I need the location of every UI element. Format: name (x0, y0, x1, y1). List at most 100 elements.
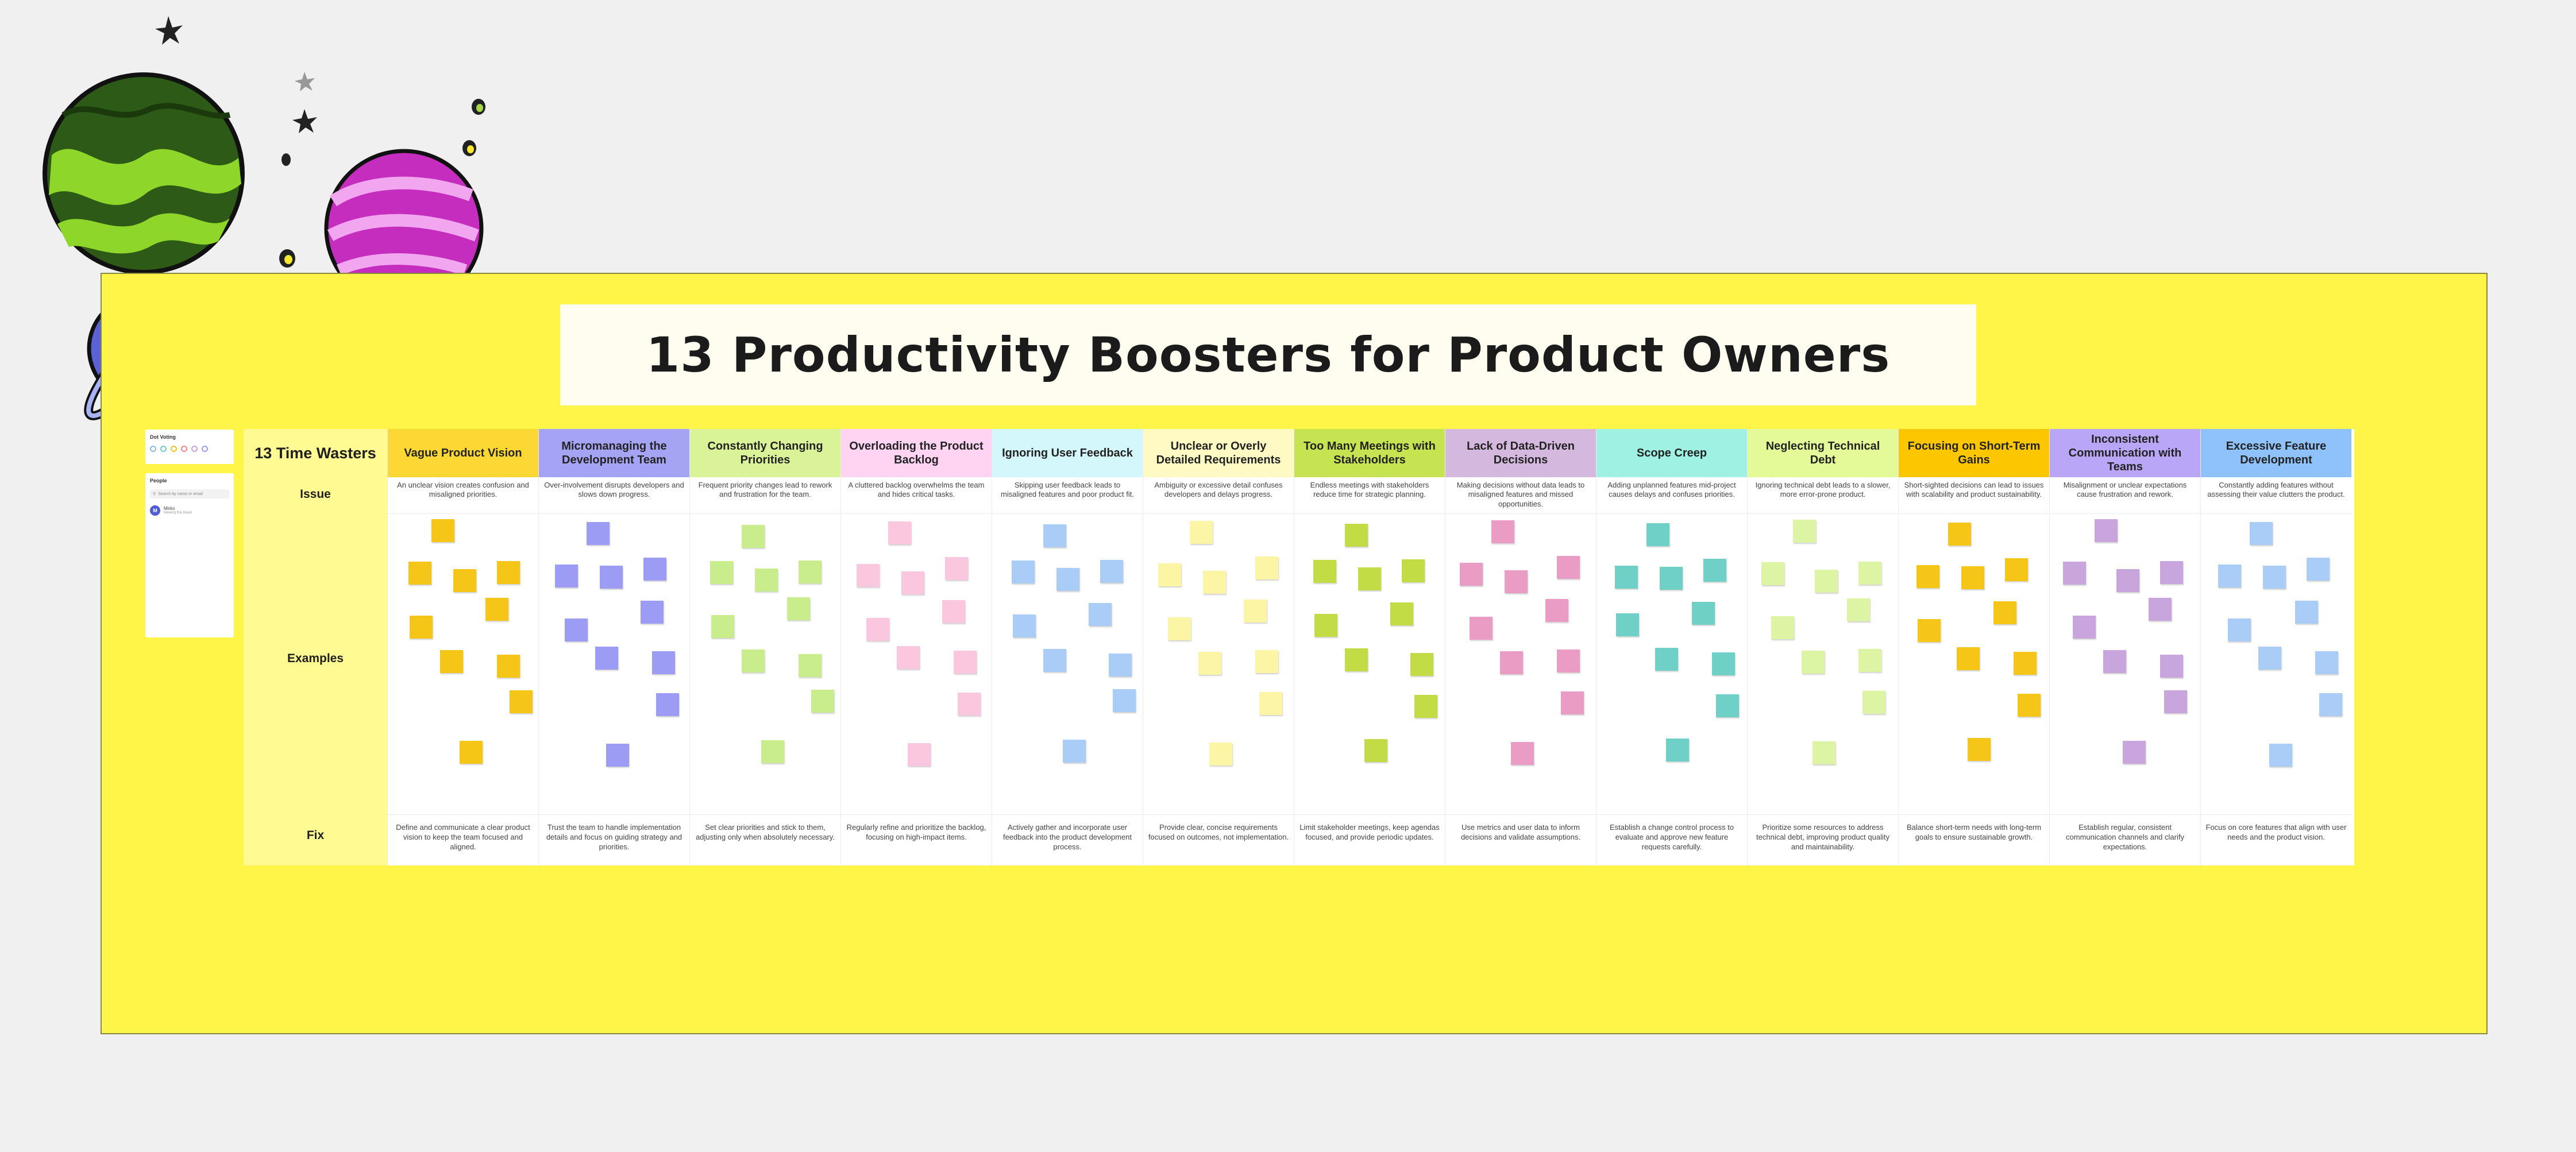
sticky-note[interactable] (888, 521, 911, 544)
sticky-note[interactable] (2258, 647, 2281, 670)
sticky-note[interactable] (742, 650, 765, 672)
column-header[interactable]: Ignoring User Feedback (992, 429, 1143, 477)
column-header[interactable]: Inconsistent Communication with Teams (2050, 429, 2200, 477)
sticky-note[interactable] (1043, 649, 1066, 672)
sticky-note[interactable] (595, 647, 618, 670)
sticky-note[interactable] (2160, 655, 2183, 678)
sticky-note[interactable] (1771, 616, 1794, 639)
sticky-note[interactable] (866, 618, 889, 641)
fix-cell[interactable]: Provide clear, concise requirements focu… (1148, 823, 1289, 841)
sticky-note[interactable] (755, 569, 778, 592)
sticky-note[interactable] (1692, 602, 1715, 625)
sticky-note[interactable] (565, 618, 588, 641)
user-entry[interactable]: M Mirko Viewing this board (150, 505, 229, 516)
sticky-note[interactable] (1858, 562, 1881, 585)
fix-cell[interactable]: Establish a change control process to ev… (1609, 823, 1734, 851)
column-header[interactable]: Overloading the Product Backlog (841, 429, 992, 477)
sticky-note[interactable] (1847, 598, 1870, 621)
sticky-note[interactable] (2095, 519, 2118, 542)
fix-cell[interactable]: Actively gather and incorporate user fee… (1002, 823, 1132, 851)
sticky-note[interactable] (954, 651, 977, 674)
sticky-note[interactable] (2160, 561, 2183, 584)
column-header[interactable]: Focusing on Short-Term Gains (1899, 429, 2049, 477)
issue-cell[interactable]: Constantly adding features without asses… (2201, 477, 2351, 514)
sticky-note[interactable] (1813, 741, 1835, 764)
sticky-note[interactable] (799, 654, 822, 677)
fix-cell[interactable]: Trust the team to handle implementation … (546, 823, 682, 851)
issue-cell[interactable]: Ambiguity or excessive detail confuses d… (1143, 477, 1294, 514)
sticky-note[interactable] (2263, 566, 2286, 589)
sticky-note[interactable] (410, 616, 433, 639)
fix-cell[interactable]: Prioritize some resources to address tec… (1756, 823, 1889, 851)
sticky-note[interactable] (1113, 689, 1136, 712)
sticky-note[interactable] (1557, 556, 1580, 579)
sticky-note[interactable] (1957, 647, 1980, 670)
vote-dot[interactable] (171, 446, 177, 452)
sticky-note[interactable] (2319, 693, 2342, 716)
fix-cell[interactable]: Limit stakeholder meetings, keep agendas… (1299, 823, 1440, 841)
sticky-note[interactable] (710, 561, 733, 584)
sticky-note[interactable] (1345, 524, 1368, 547)
column-header[interactable]: Lack of Data-Driven Decisions (1445, 429, 1596, 477)
sticky-note[interactable] (600, 566, 623, 589)
sticky-note[interactable] (2149, 598, 2172, 621)
sticky-note[interactable] (1168, 617, 1191, 640)
sticky-note[interactable] (497, 655, 520, 678)
sticky-note[interactable] (1858, 649, 1881, 672)
sticky-note[interactable] (2315, 651, 2338, 674)
sticky-note[interactable] (1500, 651, 1523, 674)
sticky-note[interactable] (1100, 560, 1123, 583)
sticky-note[interactable] (1961, 566, 1984, 589)
sticky-note[interactable] (1460, 563, 1483, 586)
sticky-note[interactable] (1802, 651, 1825, 674)
sticky-note[interactable] (2116, 569, 2139, 592)
sticky-note[interactable] (1491, 520, 1514, 543)
column-header[interactable]: Unclear or Overly Detailed Requirements (1143, 429, 1294, 477)
column-header[interactable]: Too Many Meetings with Stakeholders (1294, 429, 1445, 477)
sticky-note[interactable] (1255, 556, 1278, 579)
sticky-note[interactable] (1364, 739, 1387, 762)
sticky-note[interactable] (1793, 520, 1816, 543)
sticky-note[interactable] (453, 569, 476, 592)
sticky-note[interactable] (2269, 744, 2292, 767)
sticky-note[interactable] (643, 558, 666, 581)
sticky-note[interactable] (606, 744, 629, 767)
sticky-note[interactable] (2073, 616, 2096, 639)
issue-cell[interactable]: Making decisions without data leads to m… (1445, 477, 1596, 514)
issue-cell[interactable]: Over-involvement disrupts developers and… (539, 477, 689, 514)
sticky-note[interactable] (1948, 523, 1971, 546)
sticky-note[interactable] (1390, 602, 1413, 625)
sticky-note[interactable] (440, 650, 463, 673)
fix-cell[interactable]: Define and communicate a clear product v… (396, 823, 530, 851)
sticky-note[interactable] (1209, 743, 1232, 766)
fix-cell[interactable]: Set clear priorities and stick to them, … (696, 823, 835, 841)
column-header[interactable]: Vague Product Vision (388, 429, 538, 477)
sticky-note[interactable] (1358, 567, 1381, 590)
vote-dot[interactable] (150, 446, 156, 452)
fix-cell[interactable]: Balance short-term needs with long-term … (1906, 823, 2042, 841)
sticky-note[interactable] (1862, 691, 1885, 714)
sticky-note[interactable] (555, 565, 578, 587)
sticky-note[interactable] (2228, 618, 2251, 641)
sticky-note[interactable] (1158, 563, 1181, 586)
sticky-note[interactable] (1968, 738, 1991, 761)
sticky-note[interactable] (1815, 570, 1838, 593)
sticky-note[interactable] (431, 519, 454, 542)
sticky-note[interactable] (1666, 739, 1689, 761)
sticky-note[interactable] (408, 562, 431, 585)
sticky-note[interactable] (587, 522, 610, 545)
sticky-note[interactable] (1916, 565, 1939, 588)
sticky-note[interactable] (1761, 562, 1784, 585)
sticky-note[interactable] (1646, 523, 1669, 546)
sticky-note[interactable] (1703, 559, 1726, 582)
sticky-note[interactable] (1557, 650, 1580, 672)
sticky-note[interactable] (908, 743, 931, 766)
sticky-note[interactable] (2218, 565, 2241, 587)
sticky-note[interactable] (1545, 599, 1568, 622)
people-search-input[interactable]: ⚲ Search by name or email (150, 489, 229, 498)
sticky-note[interactable] (761, 740, 784, 763)
sticky-note[interactable] (742, 525, 765, 548)
sticky-note[interactable] (497, 561, 520, 584)
sticky-note[interactable] (711, 615, 734, 638)
sticky-note[interactable] (1660, 567, 1683, 590)
